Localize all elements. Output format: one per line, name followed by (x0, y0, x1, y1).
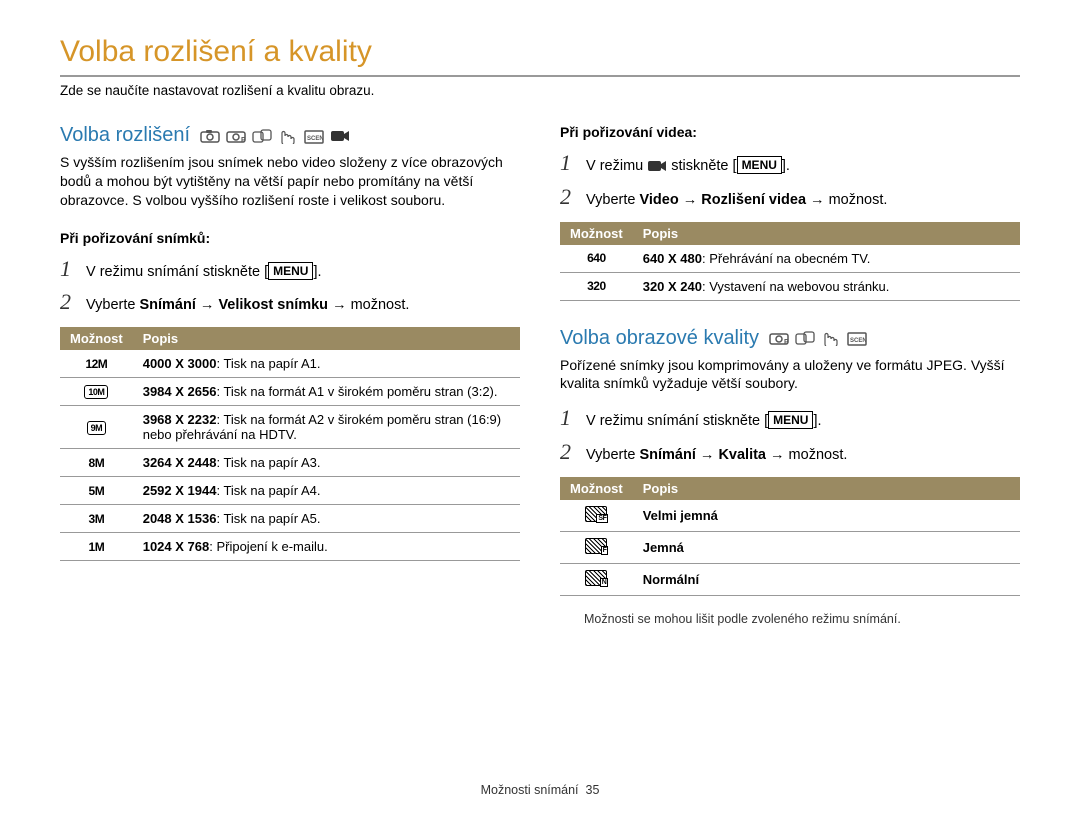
table-row: 320320 X 240: Vystavení na webovou strán… (560, 272, 1020, 300)
dual-icon (252, 128, 272, 144)
resolution-option-desc: 3968 X 2232: Tisk na formát A2 v širokém… (133, 406, 520, 449)
program-icon (769, 330, 789, 346)
program-icon (226, 128, 246, 144)
hand-icon (278, 128, 298, 144)
section-title-quality: Volba obrazové kvality (560, 327, 759, 350)
col-desc: Popis (633, 222, 1020, 245)
table-row: Jemná (560, 531, 1020, 563)
smart-icon (200, 128, 220, 144)
menu-button: MENU (268, 262, 313, 280)
menu-button: MENU (737, 156, 782, 174)
scene-icon (847, 330, 867, 346)
video-step-2: 2 Vyberte Video → Rozlišení videa → možn… (560, 184, 1020, 212)
quality-option-icon (560, 500, 633, 532)
resolution-option-icon: 8M (60, 449, 133, 477)
quality-note: Možnosti se mohou lišit podle zvoleného … (584, 612, 1020, 626)
quality-table: Možnost Popis Velmi jemnáJemnáNormální (560, 477, 1020, 596)
quality-option-label: Jemná (633, 531, 1020, 563)
resolution-option-icon: 9M (60, 406, 133, 449)
video-option-icon: 320 (560, 272, 633, 300)
resolution-option-desc: 1024 X 768: Připojení k e-mailu. (133, 533, 520, 561)
video-subhead: Při pořizování videa: (560, 124, 1020, 140)
table-row: Velmi jemná (560, 500, 1020, 532)
page-title: Volba rozlišení a kvality (60, 35, 1020, 77)
resolution-option-icon: 10M (60, 378, 133, 406)
col-option: Možnost (60, 327, 133, 350)
resolution-option-desc: 2592 X 1944: Tisk na papír A4. (133, 477, 520, 505)
resolution-option-desc: 4000 X 3000: Tisk na papír A1. (133, 350, 520, 378)
table-row: 9M3968 X 2232: Tisk na formát A2 v širok… (60, 406, 520, 449)
resolution-option-icon: 1M (60, 533, 133, 561)
right-column: Při pořizování videa: 1 V režimu stiskně… (560, 124, 1020, 626)
photo-step-2: 2 Vyberte Snímání → Velikost snímku → mo… (60, 289, 520, 317)
resolution-option-desc: 2048 X 1536: Tisk na papír A5. (133, 505, 520, 533)
table-row: 3M2048 X 1536: Tisk na papír A5. (60, 505, 520, 533)
quality-option-label: Normální (633, 563, 1020, 595)
quality-option-label: Velmi jemná (633, 500, 1020, 532)
photo-step-1: 1 V režimu snímání stiskněte [MENU]. (60, 256, 520, 284)
table-row: 5M2592 X 1944: Tisk na papír A4. (60, 477, 520, 505)
photo-resolution-table: Možnost Popis 12M4000 X 3000: Tisk na pa… (60, 327, 520, 561)
video-option-desc: 320 X 240: Vystavení na webovou stránku. (633, 272, 1020, 300)
mode-icons-quality (769, 330, 867, 346)
page-subtitle: Zde se naučíte nastavovat rozlišení a kv… (60, 83, 1020, 98)
quality-step-1: 1 V režimu snímání stiskněte [MENU]. (560, 405, 1020, 433)
video-resolution-table: Možnost Popis 640640 X 480: Přehrávání n… (560, 222, 1020, 301)
dual-icon (795, 330, 815, 346)
section-body-resolution: S vyšším rozlišením jsou snímek nebo vid… (60, 153, 520, 210)
table-row: 10M3984 X 2656: Tisk na formát A1 v širo… (60, 378, 520, 406)
scene-icon (304, 128, 324, 144)
video-option-icon: 640 (560, 245, 633, 273)
section-body-quality: Pořízené snímky jsou komprimovány a ulož… (560, 356, 1020, 394)
col-option: Možnost (560, 222, 633, 245)
menu-button: MENU (768, 411, 813, 429)
resolution-option-desc: 3984 X 2656: Tisk na formát A1 v širokém… (133, 378, 520, 406)
col-desc: Popis (133, 327, 520, 350)
table-row: 12M4000 X 3000: Tisk na papír A1. (60, 350, 520, 378)
video-mode-icon (647, 158, 667, 172)
resolution-option-icon: 12M (60, 350, 133, 378)
page-footer: Možnosti snímání 35 (0, 783, 1080, 797)
quality-option-icon (560, 531, 633, 563)
col-option: Možnost (560, 477, 633, 500)
left-column: Volba rozlišení S vyšším rozlišením jsou… (60, 124, 520, 626)
video-icon (330, 128, 350, 144)
quality-option-icon (560, 563, 633, 595)
resolution-option-icon: 5M (60, 477, 133, 505)
table-row: 640640 X 480: Přehrávání na obecném TV. (560, 245, 1020, 273)
mode-icons-resolution (200, 128, 350, 144)
quality-step-2: 2 Vyberte Snímání → Kvalita → možnost. (560, 439, 1020, 467)
col-desc: Popis (633, 477, 1020, 500)
table-row: Normální (560, 563, 1020, 595)
resolution-option-icon: 3M (60, 505, 133, 533)
resolution-option-desc: 3264 X 2448: Tisk na papír A3. (133, 449, 520, 477)
video-step-1: 1 V režimu stiskněte [MENU]. (560, 150, 1020, 178)
table-row: 8M3264 X 2448: Tisk na papír A3. (60, 449, 520, 477)
photo-subhead: Při pořizování snímků: (60, 230, 520, 246)
hand-icon (821, 330, 841, 346)
table-row: 1M1024 X 768: Připojení k e-mailu. (60, 533, 520, 561)
section-title-resolution: Volba rozlišení (60, 124, 190, 147)
video-option-desc: 640 X 480: Přehrávání na obecném TV. (633, 245, 1020, 273)
